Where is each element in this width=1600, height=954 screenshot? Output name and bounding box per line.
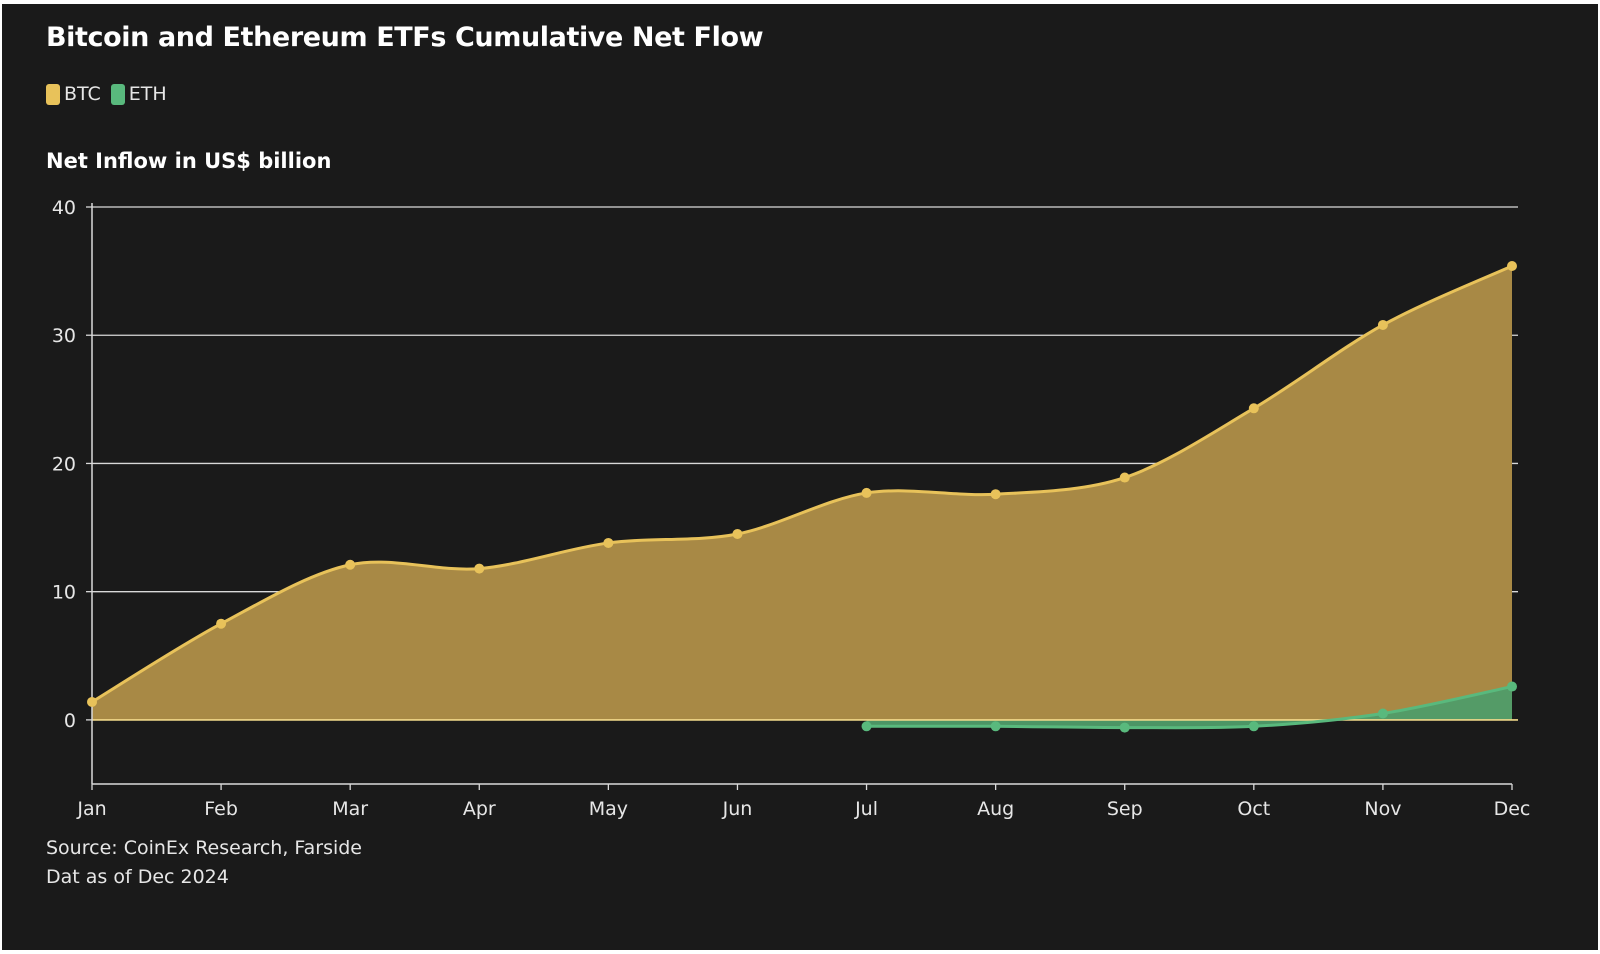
eth-area bbox=[866, 686, 1512, 728]
source-note: Source: CoinEx Research, Farside bbox=[46, 837, 362, 859]
x-tick-label-jun: Jun bbox=[722, 798, 753, 820]
x-tick-label-nov: Nov bbox=[1364, 798, 1401, 820]
x-tick-label-sep: Sep bbox=[1107, 798, 1143, 820]
btc-point-Jan bbox=[87, 696, 97, 707]
legend-label-eth: ETH bbox=[128, 83, 167, 105]
x-tick-label-aug: Aug bbox=[977, 798, 1014, 820]
btc-point-Jun bbox=[732, 528, 743, 539]
x-tick-label-oct: Oct bbox=[1237, 798, 1270, 820]
btc-point-Sep bbox=[1119, 472, 1130, 483]
eth-point-Oct bbox=[1248, 721, 1259, 732]
y-tick-label: 10 bbox=[52, 582, 76, 604]
y-tick-label: 20 bbox=[52, 453, 76, 475]
x-tick-label-jul: Jul bbox=[854, 798, 878, 820]
chart-footer: Source: CoinEx Research, Farside Dat as … bbox=[46, 834, 362, 892]
legend-item-eth: ETH bbox=[110, 83, 167, 105]
legend-label-btc: BTC bbox=[64, 83, 101, 105]
x-tick-label-may: May bbox=[589, 798, 628, 820]
x-tick-label-jan: Jan bbox=[76, 798, 106, 820]
btc-point-Jul bbox=[861, 487, 872, 498]
eth-point-Aug bbox=[990, 721, 1001, 732]
eth-line bbox=[866, 685, 1513, 730]
y-tick-label: 30 bbox=[52, 325, 76, 347]
data-date-note: Dat as of Dec 2024 bbox=[46, 866, 229, 888]
legend-swatch-eth bbox=[110, 83, 125, 105]
eth-point-Dec bbox=[1507, 681, 1517, 692]
x-tick-label-dec: Dec bbox=[1494, 798, 1531, 820]
legend-swatch-btc bbox=[46, 83, 60, 105]
eth-point-Jul bbox=[861, 721, 872, 732]
btc-line bbox=[91, 264, 1513, 704]
btc-point-May bbox=[603, 537, 614, 548]
btc-point-Nov bbox=[1377, 319, 1388, 330]
legend: BTC ETH bbox=[46, 83, 167, 105]
eth-point-Sep bbox=[1119, 722, 1130, 733]
x-tick-label-mar: Mar bbox=[332, 798, 368, 820]
btc-point-Feb bbox=[216, 618, 227, 629]
x-tick-label-feb: Feb bbox=[204, 798, 238, 820]
chart-title: Bitcoin and Ethereum ETFs Cumulative Net… bbox=[46, 22, 764, 53]
btc-point-Dec bbox=[1507, 260, 1517, 271]
btc-point-Oct bbox=[1248, 403, 1259, 414]
y-tick-label: 0 bbox=[64, 710, 76, 732]
y-axis-label: Net Inflow in US$ billion bbox=[46, 149, 332, 173]
x-tick-label-apr: Apr bbox=[463, 798, 496, 820]
btc-point-Apr bbox=[474, 563, 485, 574]
eth-point-Nov bbox=[1377, 708, 1388, 719]
btc-point-Mar bbox=[345, 559, 356, 570]
y-tick-label: 40 bbox=[52, 197, 76, 219]
btc-point-Aug bbox=[990, 489, 1001, 500]
legend-item-btc: BTC bbox=[46, 83, 101, 105]
btc-area bbox=[92, 265, 1512, 720]
